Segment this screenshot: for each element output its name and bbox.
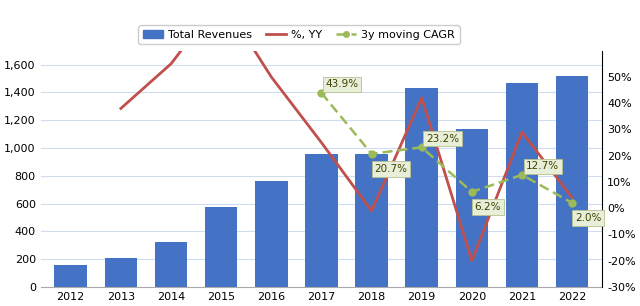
Legend: Total Revenues, %, YY, 3y moving CAGR: Total Revenues, %, YY, 3y moving CAGR (138, 25, 460, 44)
Text: 2.0%: 2.0% (575, 213, 602, 223)
Bar (305, 154, 338, 287)
Text: 23.2%: 23.2% (426, 134, 459, 144)
Bar (255, 181, 287, 287)
Bar (54, 265, 87, 287)
Bar (104, 258, 137, 287)
Bar (556, 76, 588, 287)
Bar (355, 154, 388, 287)
Bar (405, 88, 438, 287)
Bar (506, 83, 538, 287)
Bar (155, 242, 188, 287)
Bar (456, 129, 488, 287)
Text: 12.7%: 12.7% (526, 161, 559, 171)
Bar (205, 207, 237, 287)
Text: 6.2%: 6.2% (475, 202, 501, 212)
Text: 43.9%: 43.9% (326, 79, 359, 89)
Text: 20.7%: 20.7% (374, 164, 407, 174)
